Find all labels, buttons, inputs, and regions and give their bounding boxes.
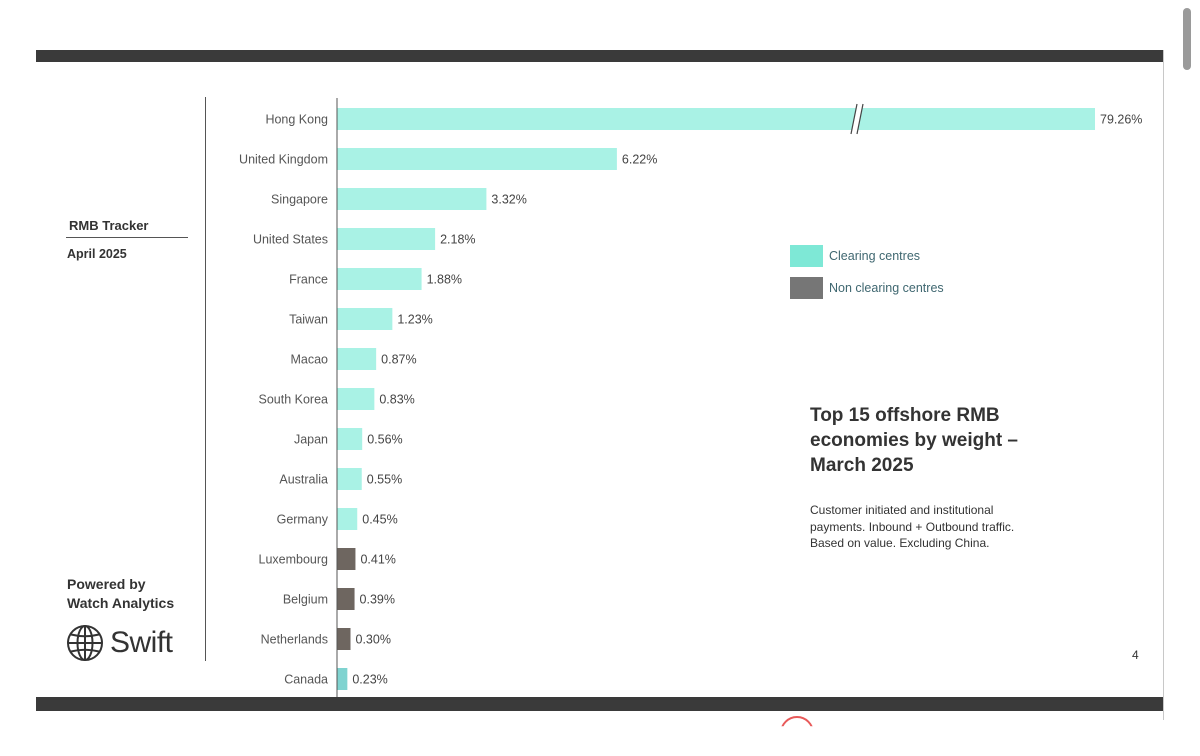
legend-label-non-clearing: Non clearing centres <box>829 281 944 295</box>
value-label-macao: 0.87% <box>381 353 416 367</box>
category-label-luxembourg: Luxembourg <box>259 553 329 567</box>
value-label-south-korea: 0.83% <box>379 393 414 407</box>
chart-heading-line-2: economies by weight – <box>810 430 1018 451</box>
bar-taiwan <box>337 308 393 330</box>
report-date: April 2025 <box>67 247 127 261</box>
bar-japan <box>337 428 363 450</box>
value-label-australia: 0.55% <box>367 473 402 487</box>
value-label-canada: 0.23% <box>352 673 387 687</box>
report-title: RMB Tracker <box>69 218 149 233</box>
bar-south-korea <box>337 388 375 410</box>
category-label-united-states: United States <box>253 233 328 247</box>
value-label-japan: 0.56% <box>367 433 402 447</box>
axis-break-mark <box>850 103 864 135</box>
value-label-netherlands: 0.30% <box>356 633 391 647</box>
bar-chart: Hong Kong 79.26% United Kingdom 6.22% Singap… <box>239 98 1142 697</box>
globe-icon <box>67 625 103 661</box>
value-label-hong-kong: 79.26% <box>1100 113 1142 127</box>
swift-logo-text: Swift <box>110 626 173 659</box>
bar-france <box>337 268 422 290</box>
category-label-singapore: Singapore <box>271 193 328 207</box>
category-label-japan: Japan <box>294 433 328 447</box>
value-label-luxembourg: 0.41% <box>360 553 395 567</box>
swift-logo: Swift <box>66 624 173 662</box>
chart-note-line-2: payments. Inbound + Outbound traffic. <box>810 519 1015 534</box>
value-label-taiwan: 1.23% <box>397 313 432 327</box>
red-circle-mark <box>780 716 814 727</box>
sidebar-divider <box>205 97 206 661</box>
category-label-macao: Macao <box>290 353 328 367</box>
category-label-united-kingdom: United Kingdom <box>239 153 328 167</box>
chart-note-line-1: Customer initiated and institutional <box>810 503 994 517</box>
category-label-australia: Australia <box>279 473 328 487</box>
bar-luxembourg <box>337 548 356 570</box>
bar-belgium <box>337 588 355 610</box>
legend-swatch-clearing <box>790 245 823 267</box>
bars-layer: Hong Kong 79.26% United Kingdom 6.22% Singap… <box>239 103 1142 690</box>
bar-australia <box>337 468 362 490</box>
value-label-united-states: 2.18% <box>440 233 475 247</box>
bar-singapore <box>337 188 487 210</box>
value-label-united-kingdom: 6.22% <box>622 153 657 167</box>
bar-hong-kong <box>337 108 1095 130</box>
category-label-belgium: Belgium <box>283 593 328 607</box>
value-label-singapore: 3.32% <box>491 193 526 207</box>
page-top-bar <box>36 50 1164 62</box>
page-number: 4 <box>1132 648 1139 662</box>
category-label-france: France <box>289 273 328 287</box>
value-label-germany: 0.45% <box>362 513 397 527</box>
chart-note: Customer initiated and institutional pay… <box>810 502 1070 552</box>
bar-germany <box>337 508 358 530</box>
category-label-canada: Canada <box>284 673 328 687</box>
legend-swatch-non-clearing <box>790 277 823 299</box>
powered-by-line-1: Powered by <box>67 576 146 592</box>
chart-heading-line-1: Top 15 offshore RMB <box>810 405 1000 426</box>
bar-united-states <box>337 228 436 250</box>
bar-canada <box>337 668 348 690</box>
report-title-underline <box>66 237 188 238</box>
page-bottom-bar <box>36 697 1164 711</box>
bar-netherlands <box>337 628 351 650</box>
legend-item-non-clearing-centres: Non clearing centres <box>790 277 944 299</box>
legend-item-clearing-centres: Clearing centres <box>790 245 920 267</box>
powered-by-line-2: Watch Analytics <box>67 595 175 611</box>
category-label-south-korea: South Korea <box>259 393 329 407</box>
chart-heading: Top 15 offshore RMB economies by weight … <box>810 403 1070 478</box>
chart-note-line-3: Based on value. Excluding China. <box>810 536 990 550</box>
chart-heading-line-3: March 2025 <box>810 455 914 476</box>
powered-by-text: Powered by Watch Analytics <box>67 575 174 613</box>
category-label-germany: Germany <box>277 513 329 527</box>
category-label-taiwan: Taiwan <box>289 313 328 327</box>
category-label-netherlands: Netherlands <box>261 633 328 647</box>
bar-united-kingdom <box>337 148 617 170</box>
category-label-hong-kong: Hong Kong <box>265 113 328 127</box>
scrollbar-thumb[interactable] <box>1183 8 1191 70</box>
value-label-france: 1.88% <box>427 273 462 287</box>
page-right-edge <box>1163 50 1164 720</box>
legend-label-clearing: Clearing centres <box>829 249 921 263</box>
bar-macao <box>337 348 377 370</box>
value-label-belgium: 0.39% <box>360 593 395 607</box>
